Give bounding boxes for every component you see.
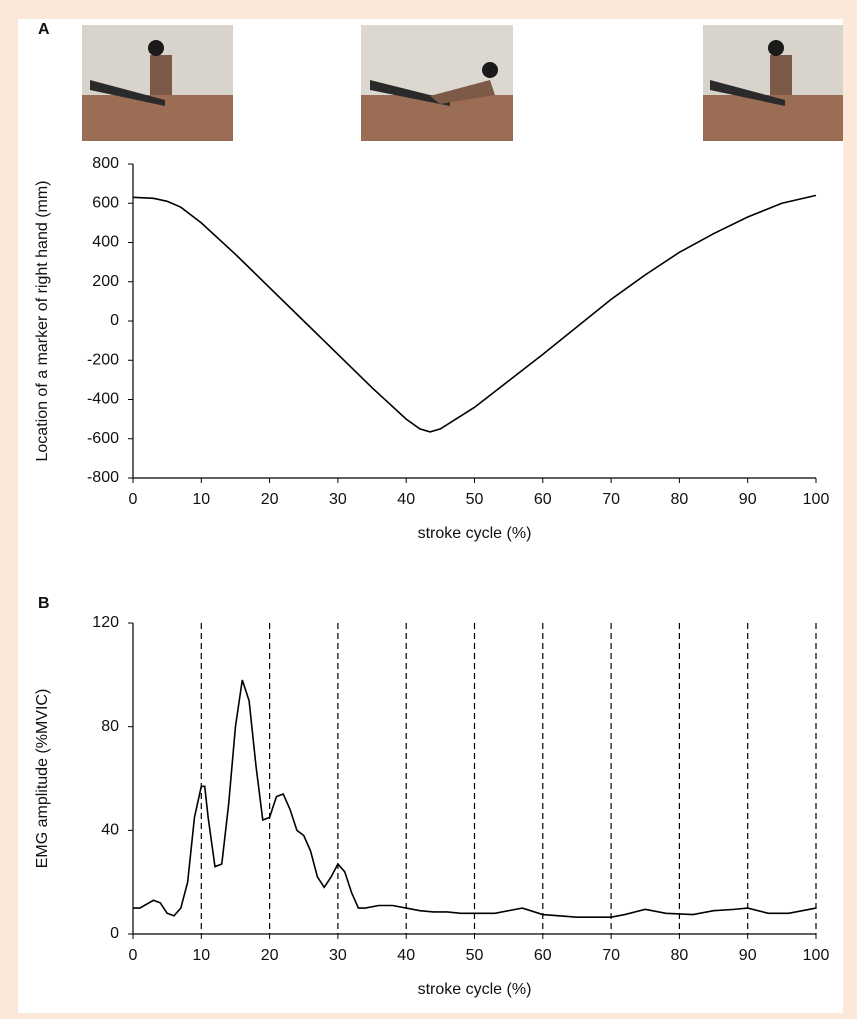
x-tick-label: 20 [261, 491, 279, 508]
photo [703, 25, 843, 141]
photo [82, 25, 233, 141]
x-tick-label: 60 [534, 947, 552, 964]
y-tick-label: -400 [87, 391, 119, 408]
y-axis-label: Location of a marker of right hand (mm) [34, 180, 51, 461]
y-tick-label: -600 [87, 430, 119, 447]
y-tick-label: -200 [87, 351, 119, 368]
data-line [132, 194, 817, 433]
x-tick-label: 80 [671, 491, 689, 508]
y-tick-label: 0 [110, 925, 119, 942]
y-tick-label: 80 [101, 718, 119, 735]
x-tick-label: 50 [466, 491, 484, 508]
y-tick-label: 200 [92, 273, 119, 290]
x-tick-label: 100 [803, 491, 830, 508]
y-tick-label: 0 [110, 312, 119, 329]
y-axis-label: EMG amplitude (%MVIC) [34, 689, 51, 869]
x-tick-label: 80 [671, 947, 689, 964]
photo [361, 25, 513, 141]
x-tick-label: 0 [129, 491, 138, 508]
y-tick-label: 600 [92, 194, 119, 211]
x-tick-label: 90 [739, 947, 757, 964]
x-tick-label: 100 [803, 947, 830, 964]
y-tick-label: 400 [92, 234, 119, 251]
x-tick-label: 40 [397, 947, 415, 964]
y-tick-label: 40 [101, 822, 119, 839]
panel-label: B [38, 595, 50, 612]
x-tick-label: 0 [129, 947, 138, 964]
x-tick-label: 90 [739, 491, 757, 508]
x-tick-label: 70 [602, 947, 620, 964]
x-axis-label: stroke cycle (%) [418, 525, 532, 542]
x-tick-label: 70 [602, 491, 620, 508]
data-line [133, 679, 817, 918]
x-tick-label: 30 [329, 947, 347, 964]
photos [82, 25, 843, 141]
y-tick-label: 120 [92, 614, 119, 631]
x-tick-label: 40 [397, 491, 415, 508]
x-tick-label: 20 [261, 947, 279, 964]
x-axis-label: stroke cycle (%) [418, 981, 532, 998]
x-tick-label: 30 [329, 491, 347, 508]
panel [18, 19, 843, 1013]
x-tick-label: 50 [466, 947, 484, 964]
y-tick-label: 800 [92, 155, 119, 172]
panel-label: A [38, 21, 50, 38]
x-tick-label: 60 [534, 491, 552, 508]
y-tick-label: -800 [87, 469, 119, 486]
x-tick-label: 10 [192, 491, 210, 508]
x-tick-label: 10 [192, 947, 210, 964]
